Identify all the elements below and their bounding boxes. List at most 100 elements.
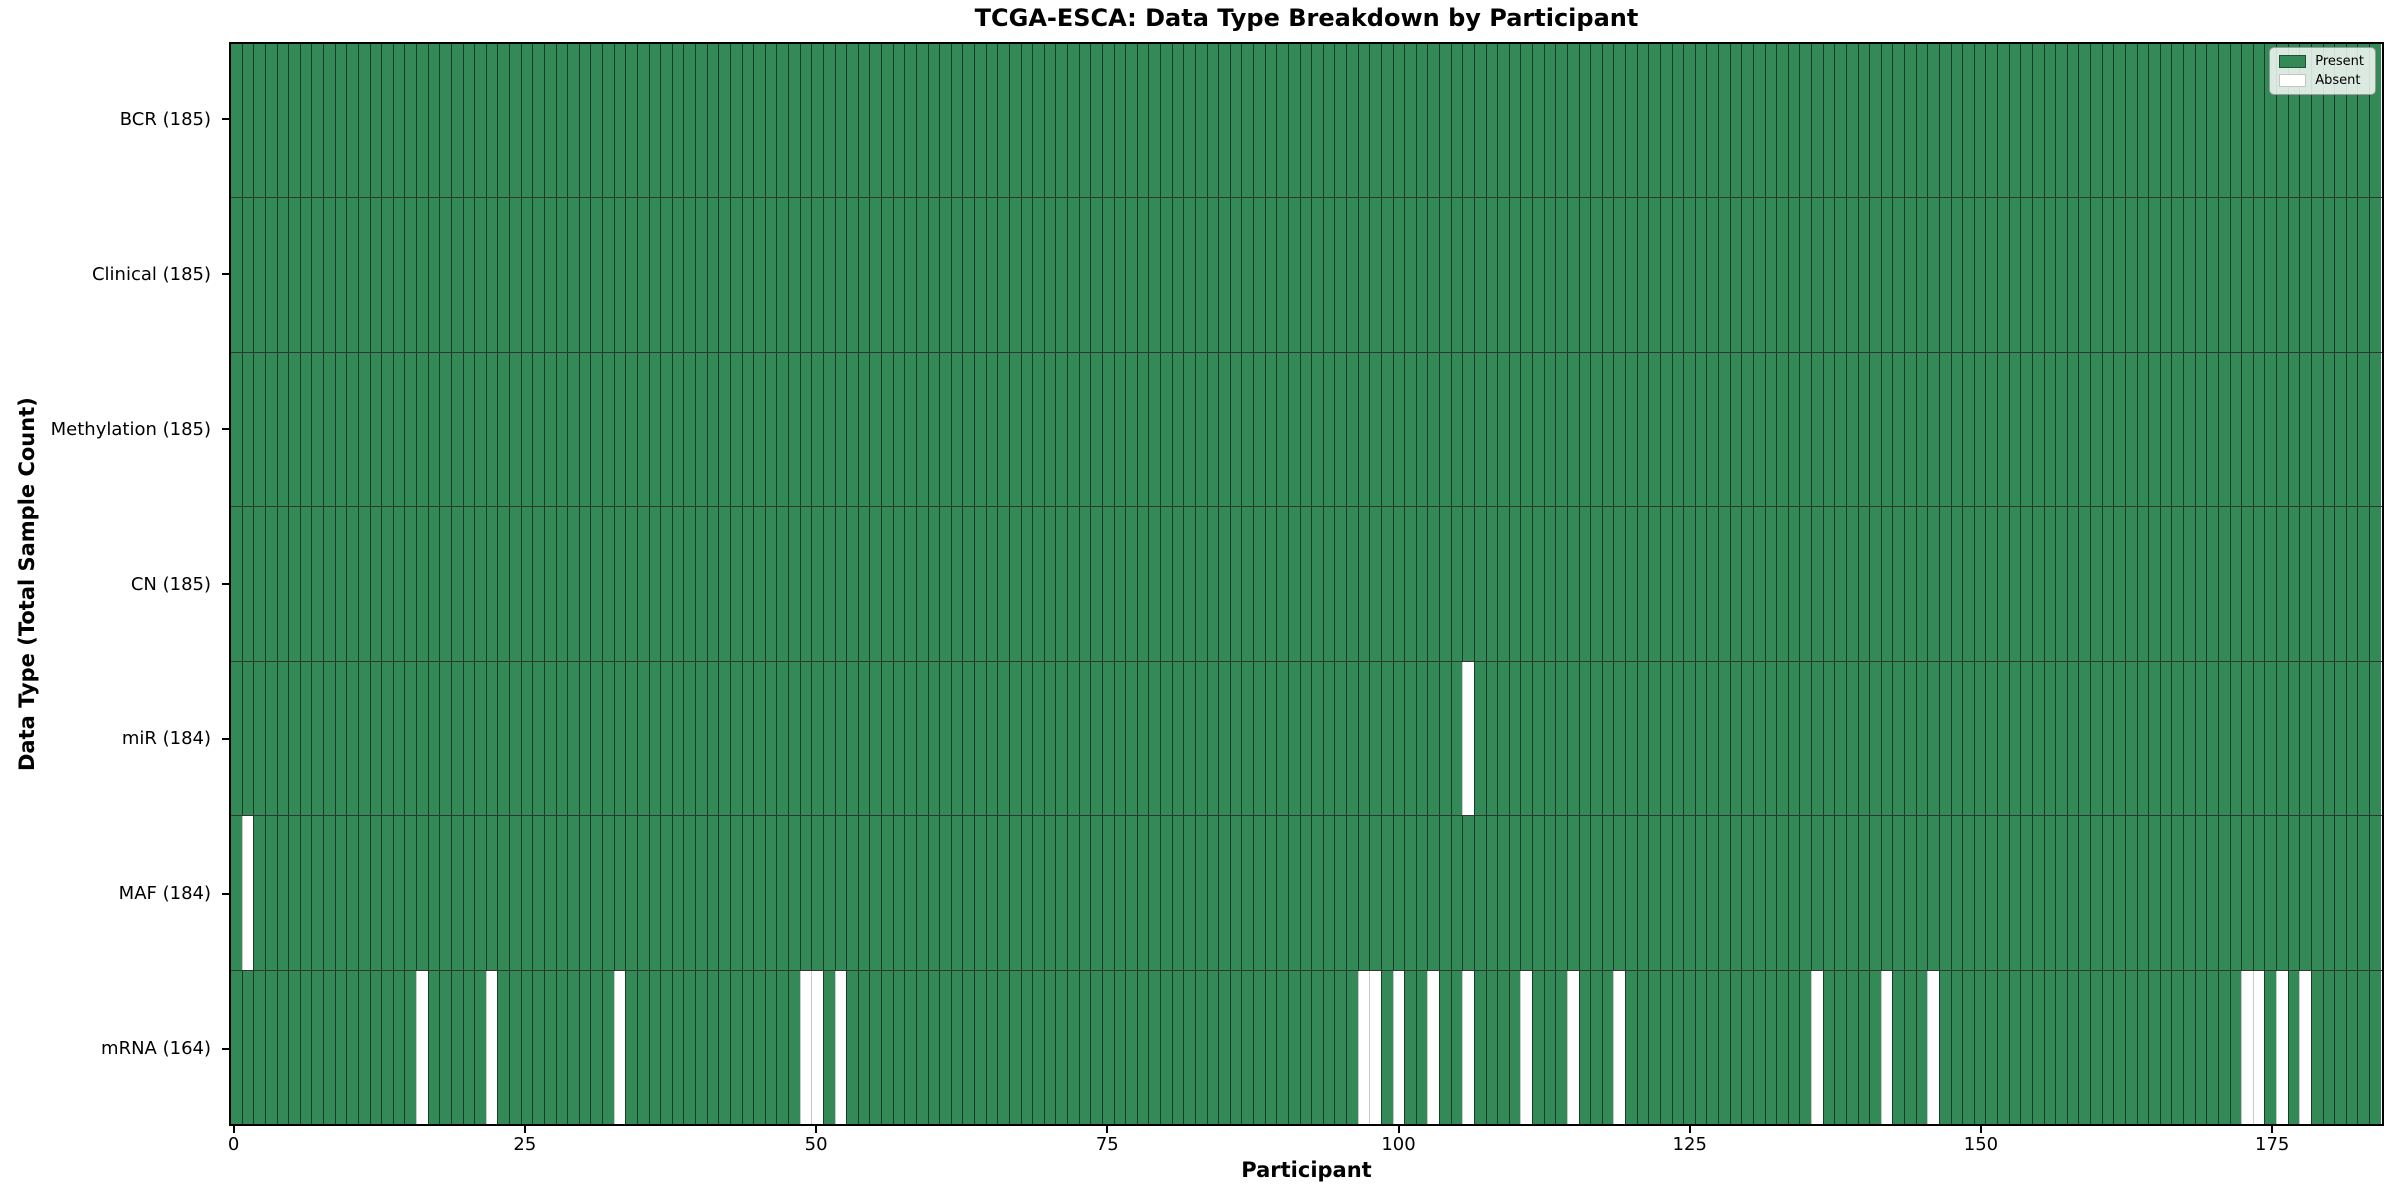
- heatmap-cell: [1101, 352, 1114, 507]
- heatmap-cell: [1625, 661, 1637, 816]
- heatmap-cell: [357, 352, 370, 507]
- heatmap-cell: [416, 661, 428, 816]
- heatmap-cell: [636, 44, 649, 198]
- heatmap-cell: [1997, 661, 2009, 816]
- heatmap-cell: [1927, 661, 1939, 816]
- heatmap-cell: [311, 352, 323, 507]
- heatmap-cell: [404, 198, 416, 352]
- heatmap-cell: [2031, 661, 2044, 816]
- heatmap-cell: [1799, 661, 1811, 816]
- heatmap-cell: [1253, 198, 1265, 352]
- heatmap-cell: [2055, 816, 2067, 970]
- heatmap-cell: [346, 970, 358, 1124]
- heatmap-cell: [1404, 661, 1416, 816]
- heatmap-cell: [2194, 352, 2207, 507]
- heatmap-cell: [1811, 198, 1823, 352]
- heatmap-cell: [1729, 44, 1742, 198]
- heatmap-cell: [555, 970, 568, 1124]
- heatmap-cell: [1997, 970, 2009, 1124]
- heatmap-cell: [1938, 970, 1951, 1124]
- heatmap-cell: [392, 44, 405, 198]
- heatmap-cell: [346, 352, 358, 507]
- heatmap-cell: [462, 661, 475, 816]
- heatmap-cell: [1845, 507, 1858, 661]
- heatmap-cell: [939, 198, 951, 352]
- heatmap-cell: [1264, 661, 1277, 816]
- heatmap-cell: [2310, 661, 2323, 816]
- heatmap-cell: [1962, 507, 1974, 661]
- heatmap-cell: [741, 198, 754, 352]
- heatmap-cell: [450, 198, 463, 352]
- heatmap-cell: [613, 816, 626, 970]
- heatmap-cell: [1950, 198, 1963, 352]
- heatmap-cell: [1822, 352, 1835, 507]
- heatmap-cell: [369, 970, 382, 1124]
- heatmap-cell: [1601, 352, 1614, 507]
- heatmap-cell: [462, 816, 475, 970]
- heatmap-cell: [1869, 507, 1881, 661]
- heatmap-cell: [1462, 44, 1474, 198]
- heatmap-cell: [1485, 816, 1498, 970]
- heatmap-cell: [1508, 198, 1521, 352]
- heatmap-cell: [2171, 44, 2183, 198]
- heatmap-cell: [1311, 44, 1323, 198]
- heatmap-cell: [2369, 507, 2381, 661]
- heatmap-cell: [1276, 507, 1288, 661]
- heatmap-cell: [2031, 507, 2044, 661]
- x-tick-label-0: 0: [227, 1134, 240, 1155]
- heatmap-cell: [985, 44, 998, 198]
- heatmap-cell: [985, 816, 998, 970]
- heatmap-cell: [2008, 44, 2021, 198]
- heatmap-cell: [1520, 507, 1532, 661]
- heatmap-cell: [1194, 44, 1207, 198]
- heatmap-cell: [729, 507, 742, 661]
- heatmap-cell: [1752, 970, 1765, 1124]
- heatmap-cell: [1776, 816, 1788, 970]
- heatmap-cell: [2345, 507, 2358, 661]
- heatmap-cell: [427, 970, 440, 1124]
- heatmap-cell: [1764, 816, 1777, 970]
- heatmap-cell: [1590, 816, 1602, 970]
- heatmap-cell: [1008, 44, 1021, 198]
- heatmap-cell: [1439, 507, 1451, 661]
- heatmap-cell: [881, 661, 893, 816]
- heatmap-cell: [788, 816, 800, 970]
- heatmap-cell: [1183, 970, 1195, 1124]
- heatmap-cell: [1973, 198, 1986, 352]
- heatmap-cell: [439, 198, 451, 352]
- heatmap-cell: [381, 661, 393, 816]
- heatmap-cell: [392, 816, 405, 970]
- heatmap-cell: [1311, 198, 1323, 352]
- heatmap-cell: [1218, 970, 1230, 1124]
- heatmap-cell: [462, 507, 475, 661]
- heatmap-cell: [2078, 44, 2090, 198]
- heatmap-cell: [1043, 44, 1056, 198]
- heatmap-cell: [1439, 816, 1451, 970]
- heatmap-cell: [346, 816, 358, 970]
- heatmap-cell: [904, 507, 916, 661]
- heatmap-cell: [497, 352, 509, 507]
- heatmap-cell: [671, 661, 684, 816]
- heatmap-cell: [1101, 816, 1114, 970]
- heatmap-cell: [776, 661, 788, 816]
- heatmap-cell: [1904, 661, 1916, 816]
- heatmap-cell: [1729, 352, 1742, 507]
- heatmap-cell: [1427, 198, 1439, 352]
- heatmap-cell: [2322, 352, 2335, 507]
- heatmap-cell: [1613, 970, 1625, 1124]
- heatmap-cell: [2066, 816, 2079, 970]
- heatmap-cell: [927, 198, 940, 352]
- heatmap-cell: [1148, 44, 1160, 198]
- heatmap-cell: [241, 661, 254, 816]
- heatmap-cell: [915, 661, 928, 816]
- heatmap-cell: [2264, 970, 2276, 1124]
- heatmap-cell: [729, 198, 742, 352]
- heatmap-cell: [1299, 198, 1312, 352]
- heatmap-cell: [231, 816, 242, 970]
- heatmap-cell: [834, 352, 847, 507]
- heatmap-cell: [1532, 970, 1544, 1124]
- heatmap-cell: [1299, 44, 1312, 198]
- heatmap-cell: [1241, 970, 1253, 1124]
- heatmap-cell: [625, 352, 637, 507]
- heatmap-cell: [1613, 816, 1625, 970]
